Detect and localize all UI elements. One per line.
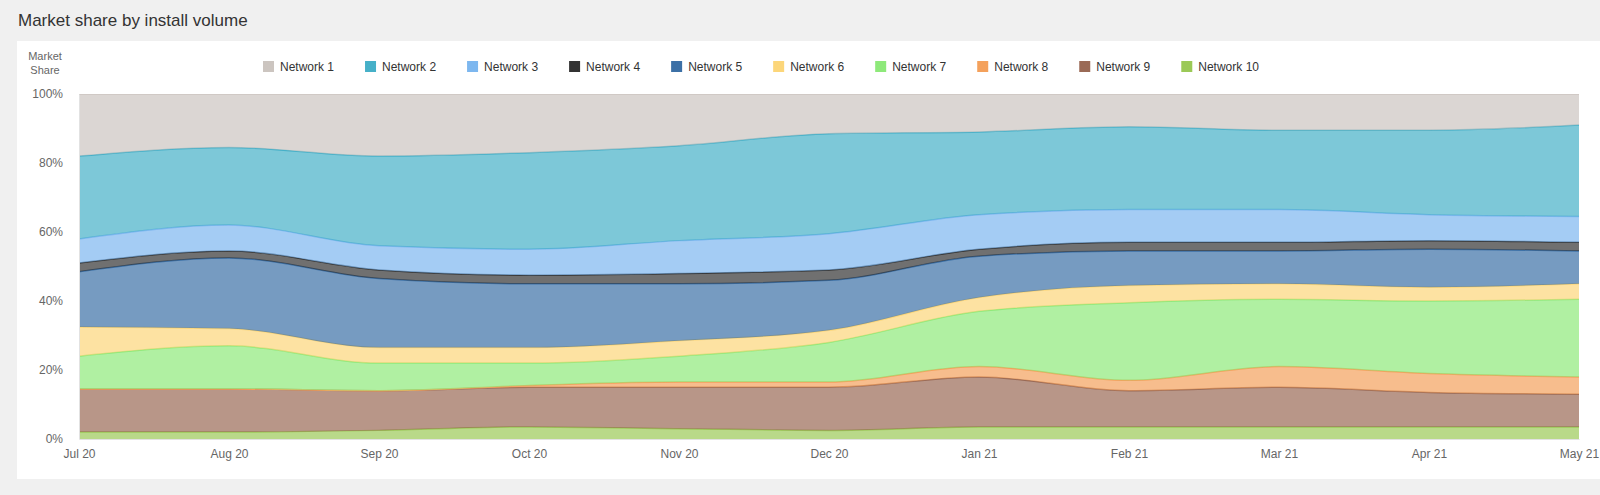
legend-swatch — [773, 61, 784, 72]
legend-swatch — [467, 61, 478, 72]
legend-label: Network 3 — [484, 60, 538, 74]
x-tick: Dec 20 — [810, 439, 848, 461]
y-tick-label: 100% — [32, 87, 63, 101]
area — [79, 94, 1579, 156]
y-tick: 20% — [39, 363, 79, 377]
legend-item: Network 5 — [671, 60, 742, 74]
legend-item: Network 3 — [467, 60, 538, 74]
x-tick: May 21 — [1560, 439, 1600, 461]
y-tick: 0% — [46, 432, 79, 446]
legend-swatch — [671, 61, 682, 72]
legend-label: Network 4 — [586, 60, 640, 74]
plot-area — [79, 94, 1579, 439]
legend-swatch — [365, 61, 376, 72]
x-tick-label: Jul 20 — [63, 447, 95, 461]
x-axis: Jul 20 Aug 20 Sep 20 Oct 20 Nov 20 Dec 20 Jan … — [63, 439, 1599, 461]
y-tick: 80% — [39, 156, 79, 170]
x-tick: Apr 21 — [1412, 439, 1448, 461]
legend-swatch — [875, 61, 886, 72]
legend-swatch — [977, 61, 988, 72]
x-tick-label: Apr 21 — [1412, 447, 1448, 461]
x-tick: Nov 20 — [660, 439, 698, 461]
x-tick: Feb 21 — [1111, 439, 1149, 461]
legend-label: Network 10 — [1198, 60, 1259, 74]
x-tick-label: Dec 20 — [810, 447, 848, 461]
y-axis-line — [79, 95, 80, 440]
x-tick-label: Aug 20 — [210, 447, 248, 461]
x-tick: Sep 20 — [360, 439, 398, 461]
legend-label: Network 5 — [688, 60, 742, 74]
area-edge — [79, 94, 1579, 95]
legend-item: Network 4 — [569, 60, 640, 74]
x-tick-label: Sep 20 — [360, 447, 398, 461]
x-tick: Jan 21 — [961, 439, 997, 461]
legend-label: Network 6 — [790, 60, 844, 74]
y-tick: 60% — [39, 225, 79, 239]
y-axis-title-line: Market — [28, 50, 62, 62]
legend-item: Network 8 — [977, 60, 1048, 74]
legend-label: Network 8 — [994, 60, 1048, 74]
legend-label: Network 7 — [892, 60, 946, 74]
legend-swatch — [1079, 61, 1090, 72]
x-tick: Jul 20 — [63, 439, 95, 461]
y-tick: 40% — [39, 294, 79, 308]
x-axis-line — [80, 439, 1580, 440]
legend: Network 1 Network 2 Network 3 Network 4 Netw… — [263, 60, 1259, 74]
y-tick-label: 40% — [39, 294, 63, 308]
y-tick: 100% — [32, 87, 79, 101]
x-tick-label: Jan 21 — [961, 447, 997, 461]
y-tick-label: 20% — [39, 363, 63, 377]
x-tick-label: Oct 20 — [512, 447, 548, 461]
y-axis: 0% 20% 40% 60% 80% 100% — [32, 87, 79, 446]
x-tick: Aug 20 — [210, 439, 248, 461]
legend-swatch — [263, 61, 274, 72]
legend-item: Network 2 — [365, 60, 436, 74]
x-tick-label: Nov 20 — [660, 447, 698, 461]
y-tick-label: 80% — [39, 156, 63, 170]
x-tick-label: Feb 21 — [1111, 447, 1149, 461]
x-tick-label: Mar 21 — [1261, 447, 1299, 461]
y-tick-label: 0% — [46, 432, 64, 446]
x-tick: Mar 21 — [1261, 439, 1299, 461]
legend-label: Network 2 — [382, 60, 436, 74]
x-tick: Oct 20 — [512, 439, 548, 461]
legend-label: Network 1 — [280, 60, 334, 74]
y-tick-label: 60% — [39, 225, 63, 239]
legend-swatch — [1181, 61, 1192, 72]
chart: Market share by install volume Market Shar… — [0, 0, 1600, 495]
y-axis-title: Market Share — [28, 50, 62, 76]
y-axis-title-line: Share — [30, 64, 59, 76]
legend-item: Network 10 — [1181, 60, 1259, 74]
legend-item: Network 9 — [1079, 60, 1150, 74]
panel — [17, 41, 1600, 479]
legend-item: Network 1 — [263, 60, 334, 74]
x-tick-label: May 21 — [1560, 447, 1600, 461]
title: Market share by install volume — [18, 11, 248, 30]
legend-swatch — [569, 61, 580, 72]
legend-label: Network 9 — [1096, 60, 1150, 74]
legend-item: Network 7 — [875, 60, 946, 74]
legend-item: Network 6 — [773, 60, 844, 74]
